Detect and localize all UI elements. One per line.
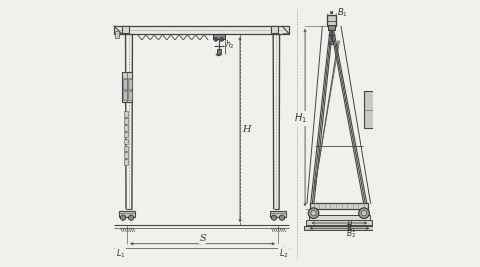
Text: $L_1$: $L_1$	[116, 248, 125, 260]
Bar	[216, 49, 221, 54]
Bar	[124, 125, 129, 131]
Circle shape	[361, 210, 367, 216]
Bar	[363, 91, 373, 128]
Bar	[306, 220, 372, 225]
Bar	[123, 79, 127, 89]
Text: H: H	[242, 125, 251, 134]
Bar	[119, 211, 135, 217]
Bar	[128, 79, 132, 89]
Circle shape	[271, 215, 276, 220]
Bar	[122, 26, 129, 33]
Text: $B_1$: $B_1$	[346, 222, 356, 235]
Bar	[330, 41, 333, 44]
Bar	[122, 72, 132, 102]
Bar	[328, 25, 336, 30]
Bar	[124, 152, 129, 158]
Text: $L_2$: $L_2$	[279, 248, 288, 260]
Bar	[124, 117, 129, 124]
Text: $h_2$: $h_2$	[226, 38, 235, 50]
Bar	[124, 132, 129, 138]
Text: $B_2$: $B_2$	[346, 227, 356, 240]
Text: $H_1$: $H_1$	[294, 111, 307, 125]
Bar	[213, 34, 225, 40]
Bar	[327, 15, 336, 26]
Bar	[309, 215, 370, 220]
Bar	[124, 139, 129, 144]
Bar	[123, 91, 127, 100]
Bar	[271, 26, 278, 33]
Bar	[124, 159, 129, 165]
Bar	[115, 31, 119, 38]
Circle shape	[120, 215, 126, 220]
Bar	[124, 111, 129, 117]
Text: S: S	[199, 234, 206, 244]
Circle shape	[214, 38, 218, 41]
Text: $B_1$: $B_1$	[337, 6, 348, 19]
Circle shape	[220, 38, 224, 41]
Bar	[128, 91, 132, 100]
Circle shape	[308, 208, 319, 218]
Bar	[270, 211, 286, 217]
Bar	[310, 203, 368, 209]
Bar	[114, 26, 289, 34]
Bar	[124, 146, 129, 151]
Text: B: B	[346, 219, 352, 227]
Circle shape	[359, 208, 369, 218]
Bar	[304, 226, 374, 230]
Circle shape	[311, 210, 316, 216]
Circle shape	[279, 215, 285, 220]
Circle shape	[129, 215, 134, 220]
